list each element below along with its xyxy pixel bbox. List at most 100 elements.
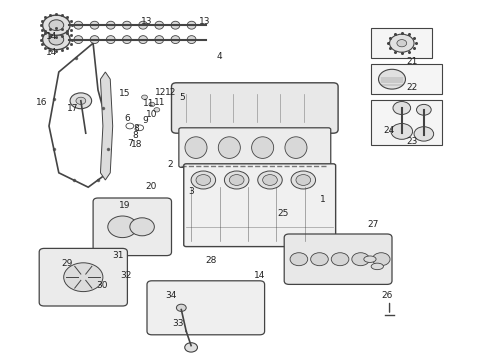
Circle shape [185, 343, 197, 352]
Ellipse shape [106, 36, 115, 44]
Ellipse shape [155, 36, 164, 44]
Text: 8: 8 [132, 131, 138, 140]
Circle shape [49, 20, 64, 31]
Circle shape [397, 40, 407, 47]
Circle shape [296, 175, 311, 185]
Text: 13: 13 [198, 17, 210, 26]
Text: 11: 11 [153, 98, 165, 107]
Text: 25: 25 [277, 210, 289, 218]
Circle shape [229, 175, 244, 185]
Circle shape [130, 218, 154, 236]
Circle shape [291, 171, 316, 189]
FancyBboxPatch shape [371, 28, 432, 58]
Circle shape [191, 171, 216, 189]
Ellipse shape [378, 69, 406, 89]
FancyBboxPatch shape [172, 83, 338, 133]
Ellipse shape [187, 21, 196, 29]
Circle shape [154, 108, 160, 112]
Circle shape [311, 253, 328, 266]
Circle shape [352, 253, 369, 266]
Circle shape [142, 95, 147, 99]
Text: 17: 17 [67, 104, 78, 113]
Circle shape [76, 97, 86, 104]
Text: 3: 3 [188, 187, 194, 196]
Circle shape [176, 304, 186, 311]
Circle shape [290, 253, 308, 266]
Text: 14: 14 [46, 48, 57, 57]
Text: 26: 26 [381, 291, 393, 300]
Text: 10: 10 [146, 110, 158, 119]
Text: 1: 1 [319, 194, 325, 204]
Text: 16: 16 [36, 98, 48, 107]
Circle shape [64, 263, 103, 292]
Text: 22: 22 [406, 84, 417, 93]
Text: 9: 9 [143, 117, 148, 126]
Circle shape [390, 34, 414, 52]
Text: 34: 34 [165, 291, 176, 300]
Ellipse shape [252, 137, 273, 158]
FancyBboxPatch shape [93, 198, 172, 256]
Text: 32: 32 [121, 271, 132, 280]
Text: 11: 11 [143, 99, 154, 108]
Text: 14: 14 [46, 32, 57, 41]
FancyBboxPatch shape [371, 64, 442, 94]
Ellipse shape [122, 21, 131, 29]
Circle shape [196, 175, 211, 185]
Text: 31: 31 [112, 251, 123, 260]
Circle shape [108, 216, 137, 238]
Text: 24: 24 [383, 126, 394, 135]
Text: 27: 27 [368, 220, 379, 229]
Ellipse shape [219, 137, 241, 158]
Ellipse shape [185, 137, 207, 158]
Text: 2: 2 [168, 160, 173, 169]
Circle shape [372, 253, 390, 266]
Ellipse shape [106, 21, 115, 29]
Ellipse shape [90, 36, 99, 44]
Ellipse shape [122, 36, 131, 44]
Ellipse shape [90, 21, 99, 29]
Text: 20: 20 [145, 183, 157, 192]
Text: 14: 14 [254, 271, 266, 280]
Text: 21: 21 [406, 57, 417, 66]
Circle shape [416, 104, 431, 115]
Ellipse shape [187, 36, 196, 44]
FancyBboxPatch shape [179, 128, 331, 167]
Text: 19: 19 [119, 201, 131, 210]
FancyBboxPatch shape [184, 164, 336, 247]
Circle shape [414, 127, 434, 141]
Circle shape [331, 253, 349, 266]
Text: 33: 33 [172, 320, 184, 328]
Text: 5: 5 [179, 94, 185, 103]
Ellipse shape [285, 137, 307, 158]
Text: 30: 30 [96, 282, 108, 290]
FancyBboxPatch shape [371, 100, 442, 145]
Text: 13: 13 [141, 17, 153, 26]
Circle shape [49, 34, 64, 45]
Ellipse shape [155, 21, 164, 29]
Circle shape [43, 30, 70, 50]
Circle shape [258, 171, 282, 189]
Text: 18: 18 [130, 140, 142, 149]
Text: 12: 12 [165, 89, 176, 98]
Text: 7: 7 [127, 139, 133, 148]
Ellipse shape [74, 21, 83, 29]
Ellipse shape [171, 21, 180, 29]
Text: 6: 6 [124, 114, 130, 123]
Text: 15: 15 [119, 89, 131, 98]
Text: 12: 12 [155, 89, 167, 98]
Text: 23: 23 [406, 137, 417, 146]
Text: 8: 8 [133, 124, 139, 133]
Text: 4: 4 [217, 52, 222, 61]
Ellipse shape [74, 36, 83, 44]
Circle shape [391, 123, 413, 139]
Circle shape [70, 93, 92, 109]
Circle shape [43, 15, 70, 35]
Text: 28: 28 [205, 256, 217, 265]
Circle shape [393, 102, 411, 114]
Ellipse shape [139, 21, 147, 29]
Ellipse shape [371, 263, 384, 270]
Text: 29: 29 [61, 259, 73, 268]
FancyBboxPatch shape [147, 281, 265, 335]
Circle shape [224, 171, 249, 189]
Circle shape [149, 102, 155, 107]
